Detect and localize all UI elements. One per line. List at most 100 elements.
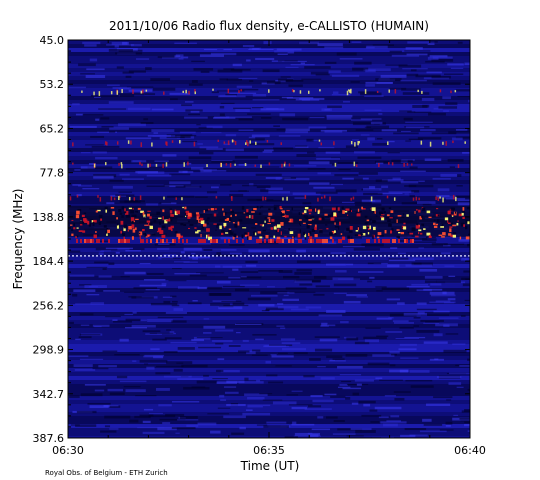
heatmap-cell (90, 302, 105, 305)
heatmap-cell (92, 151, 107, 154)
heatmap-cell (416, 302, 427, 305)
rfi-dot (124, 255, 126, 257)
heatmap-cell (409, 166, 418, 169)
heatmap-cell (84, 44, 97, 47)
red-band-cell (108, 239, 110, 243)
emission-fleck (298, 212, 301, 215)
rfi-dash (320, 142, 323, 146)
heatmap-cell (455, 89, 470, 92)
heatmap-cell (429, 291, 455, 295)
heatmap-cell (118, 123, 146, 127)
emission-fleck (465, 225, 468, 230)
heatmap-row (68, 64, 470, 68)
emission-fleck (310, 215, 315, 219)
rfi-dash (162, 163, 164, 169)
heatmap-cell (154, 160, 169, 162)
heatmap-cell (80, 393, 103, 397)
rfi-dot (92, 255, 94, 257)
heatmap-cell (352, 67, 369, 71)
red-band-cell (398, 239, 400, 243)
heatmap-cell (248, 249, 270, 253)
red-band-cell (326, 239, 328, 243)
heatmap-cell (177, 419, 199, 421)
heatmap-cell (273, 125, 280, 127)
heatmap-cell (188, 256, 210, 259)
heatmap-cell (285, 128, 310, 132)
heatmap-cell (381, 185, 389, 189)
emission-fleck (329, 236, 333, 240)
rfi-dot (192, 255, 194, 257)
emission-fleck (299, 224, 302, 227)
rfi-dash (291, 89, 294, 92)
rfi-dash (386, 195, 389, 199)
rfi-dot (188, 255, 190, 257)
heatmap-cell (330, 395, 346, 398)
heatmap-cell (355, 129, 374, 131)
emission-fleck (71, 229, 74, 231)
emission-fleck (453, 232, 457, 235)
heatmap-cell (380, 421, 407, 424)
heatmap-cell (296, 260, 321, 264)
emission-fleck (360, 233, 364, 236)
heatmap-cell (206, 147, 223, 151)
heatmap-cell (388, 191, 415, 193)
heatmap-cell (311, 428, 330, 431)
emission-fleck (281, 210, 285, 215)
heatmap-cell (178, 57, 184, 60)
rfi-dash (179, 140, 181, 144)
heatmap-cell (224, 391, 239, 394)
emission-fleck (429, 234, 432, 237)
heatmap-cell (285, 79, 304, 82)
heatmap-cell (316, 157, 341, 160)
rfi-dot (308, 255, 310, 257)
heatmap-cell (143, 355, 163, 358)
heatmap-cell (443, 110, 449, 112)
rfi-dot (196, 255, 198, 257)
rfi-dot (392, 255, 394, 257)
heatmap-cell (464, 423, 470, 427)
rfi-dot (280, 255, 282, 257)
rfi-dash (130, 140, 132, 145)
heatmap-cell (94, 389, 105, 392)
heatmap-cell (277, 303, 284, 305)
heatmap-cell (360, 118, 382, 120)
heatmap-cell (223, 68, 235, 70)
rfi-dash (450, 90, 452, 94)
emission-fleck (262, 229, 266, 232)
emission-fleck (242, 227, 247, 229)
heatmap-cell (263, 41, 272, 45)
rfi-dash (182, 90, 184, 93)
rfi-dash (141, 163, 143, 166)
emission-fleck (220, 231, 224, 235)
rfi-dot (416, 255, 418, 257)
rfi-dash (286, 196, 288, 201)
heatmap-cell (196, 380, 218, 384)
emission-fleck (334, 232, 337, 235)
rfi-dash (230, 196, 233, 199)
heatmap-cell (338, 168, 351, 171)
heatmap-cell (214, 265, 221, 268)
emission-fleck (135, 218, 139, 221)
emission-fleck (299, 222, 301, 225)
rfi-dash (329, 196, 331, 202)
heatmap-cell (411, 262, 433, 266)
heatmap-cell (127, 107, 151, 111)
heatmap-cell (108, 101, 134, 104)
heatmap-cell (94, 261, 109, 264)
rfi-dash (165, 141, 167, 145)
heatmap-cell (318, 146, 335, 149)
red-band-cell (224, 239, 226, 243)
red-band-cell (350, 239, 352, 243)
emission-fleck (223, 211, 227, 215)
heatmap-cell (164, 185, 184, 187)
heatmap-cell (222, 285, 245, 288)
emission-fleck (448, 210, 451, 215)
emission-fleck (331, 212, 334, 216)
emission-fleck (130, 209, 135, 214)
heatmap-cell (399, 343, 417, 346)
heatmap-cell (79, 334, 101, 336)
heatmap-cell (199, 146, 219, 149)
red-band-cell (292, 239, 294, 243)
heatmap-cell (339, 373, 362, 376)
rfi-dot (248, 255, 250, 257)
